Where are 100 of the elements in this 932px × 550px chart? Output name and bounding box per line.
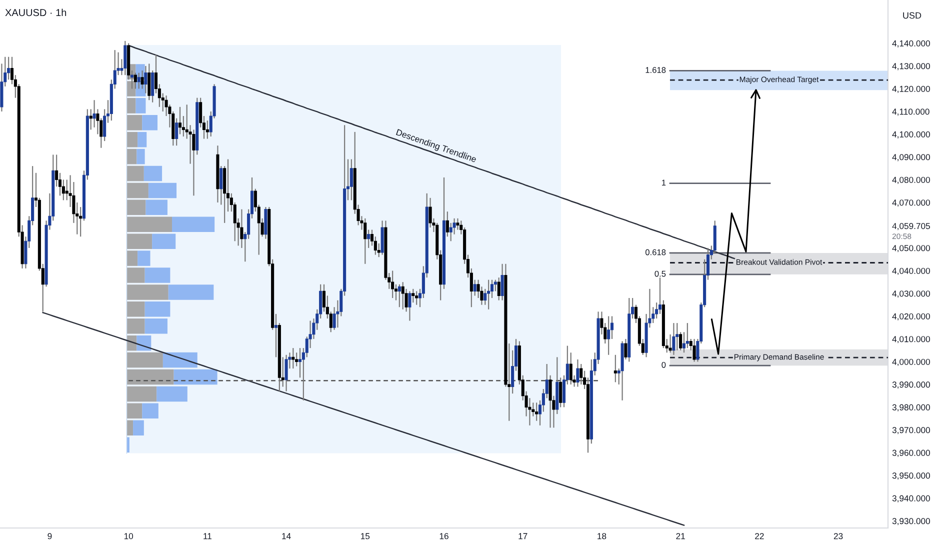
candlestick xyxy=(446,211,449,238)
candlestick xyxy=(274,313,278,358)
candlestick xyxy=(192,129,196,196)
candlestick xyxy=(92,100,96,128)
candlestick xyxy=(364,218,367,264)
candlestick xyxy=(124,40,127,76)
candlestick xyxy=(614,354,617,383)
y-tick-label: 4,070.000 xyxy=(892,200,930,207)
candlestick xyxy=(428,197,432,228)
bar xyxy=(126,369,174,385)
x-tick-label: 14 xyxy=(282,533,291,540)
candlestick xyxy=(500,263,504,301)
candlestick xyxy=(398,284,401,308)
candlestick xyxy=(144,65,148,94)
line-series xyxy=(42,312,685,526)
y-tick-label: 4,050.000 xyxy=(892,245,930,252)
y-tick-label: 3,990.000 xyxy=(892,382,930,389)
candlestick xyxy=(456,218,460,230)
candlestick xyxy=(89,108,92,130)
y-tick-label: 4,040.000 xyxy=(892,268,930,275)
y-tick-label: 4,000.000 xyxy=(892,358,930,366)
y-tick-label: 4,080.000 xyxy=(892,176,930,184)
text: XAUUSD · 1h xyxy=(5,8,66,16)
bar xyxy=(126,386,157,402)
bar xyxy=(174,369,218,385)
y-axis-title: USD xyxy=(903,12,922,19)
candlestick xyxy=(487,279,490,310)
ref-line-label: 1 xyxy=(662,180,666,186)
candlestick xyxy=(535,402,538,422)
y-tick-label: 3,940.000 xyxy=(892,495,930,502)
x-tick-label: 10 xyxy=(124,533,134,540)
candlestick xyxy=(295,352,298,367)
bar xyxy=(148,182,177,198)
bar xyxy=(144,166,162,182)
candlestick xyxy=(607,316,610,356)
x-tick-label: 17 xyxy=(518,533,528,540)
candlestick xyxy=(676,322,679,351)
x-tick-label: 16 xyxy=(440,533,448,540)
ref-line-label: 0 xyxy=(662,362,666,368)
candlestick xyxy=(497,276,500,301)
candlestick xyxy=(412,288,415,304)
y-tick-label: 3,950.000 xyxy=(892,472,930,480)
candlestick xyxy=(449,222,452,242)
y-tick-label: 3,980.000 xyxy=(892,404,930,412)
line-series xyxy=(128,44,736,260)
bar xyxy=(136,148,145,164)
candlestick xyxy=(391,270,394,299)
candlestick xyxy=(137,72,140,90)
y-tick-label: 4,140.000 xyxy=(892,40,930,48)
y-tick-label: 4,090.000 xyxy=(892,154,930,162)
bar xyxy=(126,166,144,182)
candlestick xyxy=(686,322,689,349)
bar xyxy=(126,437,130,452)
candlestick xyxy=(206,120,209,140)
y-tick-label: 4,100.000 xyxy=(892,131,930,138)
bar xyxy=(126,148,137,164)
candlestick xyxy=(658,276,662,314)
candlestick xyxy=(178,106,182,135)
y-tick-label: 4,010.000 xyxy=(892,336,930,344)
y-tick-label: 3,930.000 xyxy=(892,518,930,526)
candlestick xyxy=(668,334,672,354)
y-tick-label: 4,020.000 xyxy=(892,313,930,320)
candlestick xyxy=(559,377,562,408)
x-tick-label: 23 xyxy=(834,533,843,540)
candlestick xyxy=(576,358,580,388)
candlestick xyxy=(473,279,476,296)
candlestick xyxy=(401,282,404,310)
y-tick-label: 4,059.705 xyxy=(892,222,930,230)
candlestick xyxy=(415,290,418,306)
x-tick-label: 22 xyxy=(755,533,764,540)
ref-line-label: 0.618 xyxy=(645,249,666,256)
candlestick xyxy=(140,70,144,90)
bar xyxy=(162,352,198,368)
candlestick xyxy=(134,72,137,90)
x-tick-label: 9 xyxy=(48,533,52,540)
x-tick-label: 11 xyxy=(204,533,212,540)
bar xyxy=(126,352,163,368)
candlestick xyxy=(672,322,676,356)
bar xyxy=(126,182,148,198)
x-tick-label: 21 xyxy=(676,533,685,540)
candlestick xyxy=(148,63,151,101)
y-tick-label: 4,130.000 xyxy=(892,63,930,70)
y-tick-label: 4,110.000 xyxy=(892,108,930,116)
bar xyxy=(156,386,188,402)
y-tick-label: 4,120.000 xyxy=(892,86,930,93)
ref-line-label: 1.618 xyxy=(646,67,666,73)
candlestick xyxy=(580,363,583,386)
y-tick-label: 3,960.000 xyxy=(892,450,930,457)
bar xyxy=(126,200,146,216)
ref-line-label: 0.5 xyxy=(654,270,666,277)
candlestick xyxy=(569,352,572,386)
candlestick xyxy=(408,290,412,322)
candlestick xyxy=(284,354,288,392)
candlestick xyxy=(220,166,223,206)
candlestick xyxy=(624,338,628,360)
y-tick-label: 4,030.000 xyxy=(892,290,930,298)
x-tick-label: 15 xyxy=(361,533,370,540)
candlestick xyxy=(79,206,82,238)
candlestick xyxy=(367,229,370,249)
y-tick-label: 3,970.000 xyxy=(892,427,930,434)
